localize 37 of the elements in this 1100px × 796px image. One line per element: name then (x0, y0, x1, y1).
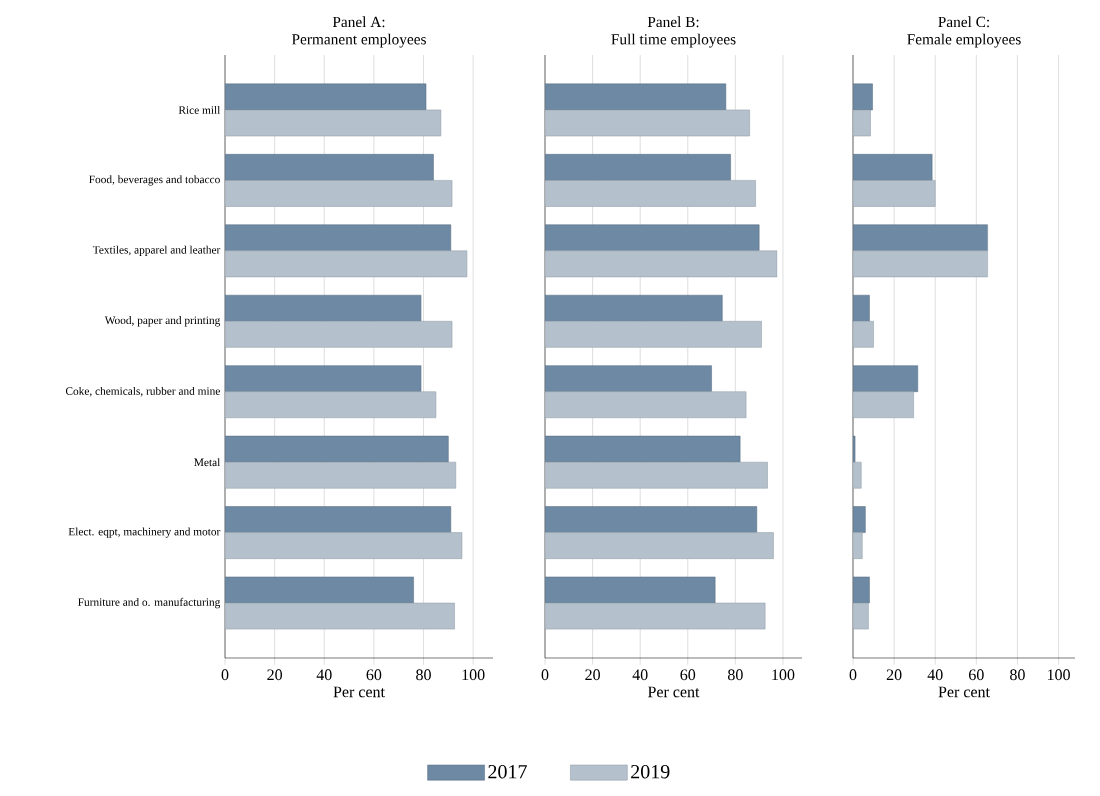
x-axis-title: Per cent (647, 686, 700, 698)
y-tick-label: Coke, chemicals, rubber and mine (65, 386, 220, 397)
x-tick-label: 60 (366, 669, 382, 681)
x-tick-label: 40 (316, 669, 332, 681)
y-tick-label: Rice mill (178, 105, 221, 114)
y-tick-label: Elect. eqpt, machinery and motor (68, 527, 221, 538)
chart-subtitle: Full time employees (611, 33, 736, 48)
chart-title: Panel C: (938, 16, 989, 28)
chart-title: Panel A: (332, 16, 385, 28)
y-tick-label: Wood, paper and printing (104, 316, 221, 327)
x-axis-title: Per cent (333, 686, 385, 698)
y-tick-label: Metal (194, 458, 221, 467)
x-tick-label: 100 (1047, 669, 1070, 681)
y-tick-label: Furniture and o. manufacturing (78, 597, 221, 609)
x-tick-label: 0 (221, 669, 229, 681)
x-tick-label: 0 (541, 669, 549, 681)
chart-title: Panel B: (647, 16, 699, 28)
x-tick-label: 80 (416, 669, 431, 681)
x-tick-label: 0 (849, 669, 857, 681)
x-tick-label: 60 (680, 669, 696, 681)
legend-label: 2017 (488, 764, 527, 779)
x-tick-label: 20 (267, 669, 283, 681)
y-tick-label: Food, beverages and tobacco (89, 175, 220, 186)
x-tick-label: 60 (969, 669, 984, 681)
x-tick-label: 40 (927, 669, 943, 681)
legend-label: 2019 (631, 764, 670, 779)
x-tick-label: 80 (727, 669, 743, 681)
chart-subtitle: Permanent employees (291, 33, 426, 48)
chart-subtitle: Female employees (907, 33, 1021, 48)
x-tick-label: 80 (1010, 669, 1025, 681)
x-axis-title: Per cent (938, 686, 990, 698)
x-tick-label: 100 (772, 669, 795, 681)
y-tick-label: Textiles, apparel and leather (92, 245, 221, 256)
x-tick-label: 20 (886, 669, 902, 681)
x-tick-label: 20 (585, 669, 600, 681)
x-tick-label: 40 (632, 669, 648, 681)
x-tick-label: 100 (462, 669, 485, 681)
